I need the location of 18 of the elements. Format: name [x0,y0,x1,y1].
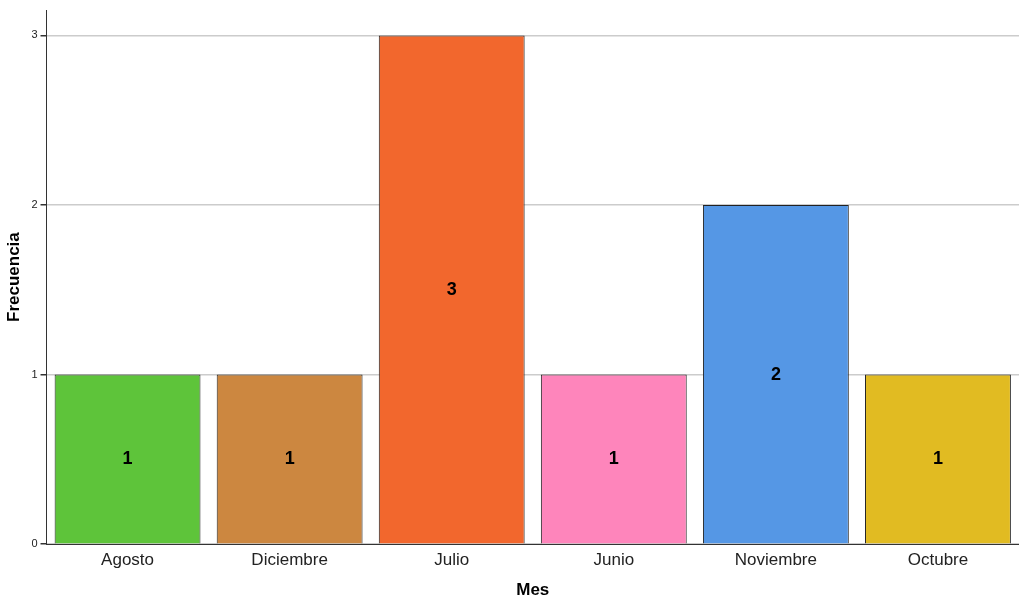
x-tick-label: Octubre [907,550,969,570]
data-label: 1 [122,448,133,469]
data-label: 1 [932,448,943,469]
x-tick-label: Julio [434,550,470,570]
x-tick-label: Noviembre [734,550,817,570]
y-tick-label: 3 [31,28,38,41]
data-label: 2 [770,363,781,384]
y-tick-label: 0 [31,537,38,550]
x-tick-label: Diciembre [251,550,328,570]
y-tick-label: 1 [31,367,38,380]
y-axis-title: Frecuencia [3,231,23,322]
data-label: 1 [608,448,619,469]
data-label: 1 [284,448,295,469]
x-tick-label: Junio [593,550,635,570]
x-tick-label: Agosto [101,550,155,570]
x-axis-title: Mes [516,580,550,600]
y-tick-label: 2 [31,198,38,211]
data-label: 3 [446,278,457,299]
